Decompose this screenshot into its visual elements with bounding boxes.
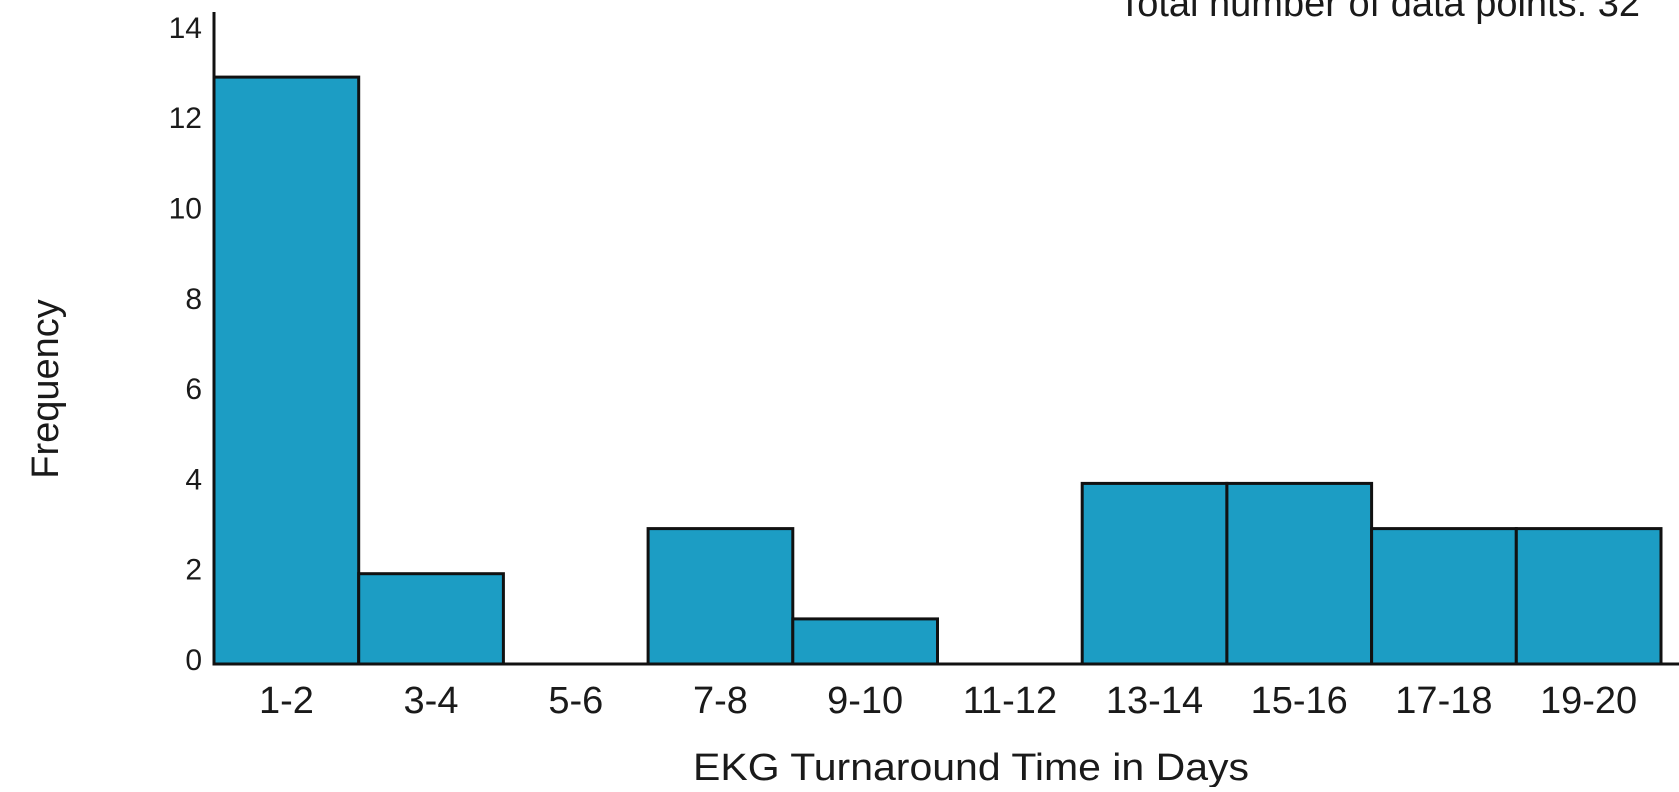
x-axis-title: EKG Turnaround Time in Days xyxy=(693,747,1249,787)
bar-9-10 xyxy=(793,619,938,664)
y-tick-label-0: 0 xyxy=(185,644,202,677)
y-tick-labels: 0 2 4 6 8 10 12 14 xyxy=(169,12,202,677)
x-tick-label-17-18: 17-18 xyxy=(1395,680,1492,722)
data-count-annotation: Total number of data points: 32 xyxy=(1118,0,1640,25)
y-tick-label-4: 4 xyxy=(185,463,202,496)
bar-3-4 xyxy=(359,574,504,664)
x-tick-label-1-2: 1-2 xyxy=(259,680,314,722)
x-tick-label-15-16: 15-16 xyxy=(1251,680,1348,722)
bar-17-18 xyxy=(1372,529,1517,664)
y-tick-label-14: 14 xyxy=(169,12,202,45)
y-tick-label-6: 6 xyxy=(185,373,202,406)
x-tick-label-13-14: 13-14 xyxy=(1106,680,1203,722)
bar-1-2 xyxy=(214,77,359,664)
x-tick-label-3-4: 3-4 xyxy=(404,680,459,722)
bar-19-20 xyxy=(1516,529,1661,664)
x-tick-label-7-8: 7-8 xyxy=(693,680,748,722)
y-tick-label-12: 12 xyxy=(169,102,202,135)
x-tick-label-5-6: 5-6 xyxy=(548,680,603,722)
bar-15-16 xyxy=(1227,483,1372,664)
y-tick-label-10: 10 xyxy=(169,193,202,226)
y-axis-title: Frequency xyxy=(25,299,67,479)
x-tick-label-11-12: 11-12 xyxy=(963,680,1057,722)
x-tick-labels: 1-2 3-4 5-6 7-8 9-10 11-12 13-14 15-16 17-18 19-2… xyxy=(259,680,1637,722)
bar-7-8 xyxy=(648,529,793,664)
x-tick-label-19-20: 19-20 xyxy=(1540,680,1637,722)
y-tick-label-8: 8 xyxy=(185,283,202,316)
y-tick-label-2: 2 xyxy=(185,554,202,587)
bar-13-14 xyxy=(1082,483,1227,664)
bars-layer xyxy=(214,77,1661,664)
x-tick-label-9-10: 9-10 xyxy=(827,680,903,722)
